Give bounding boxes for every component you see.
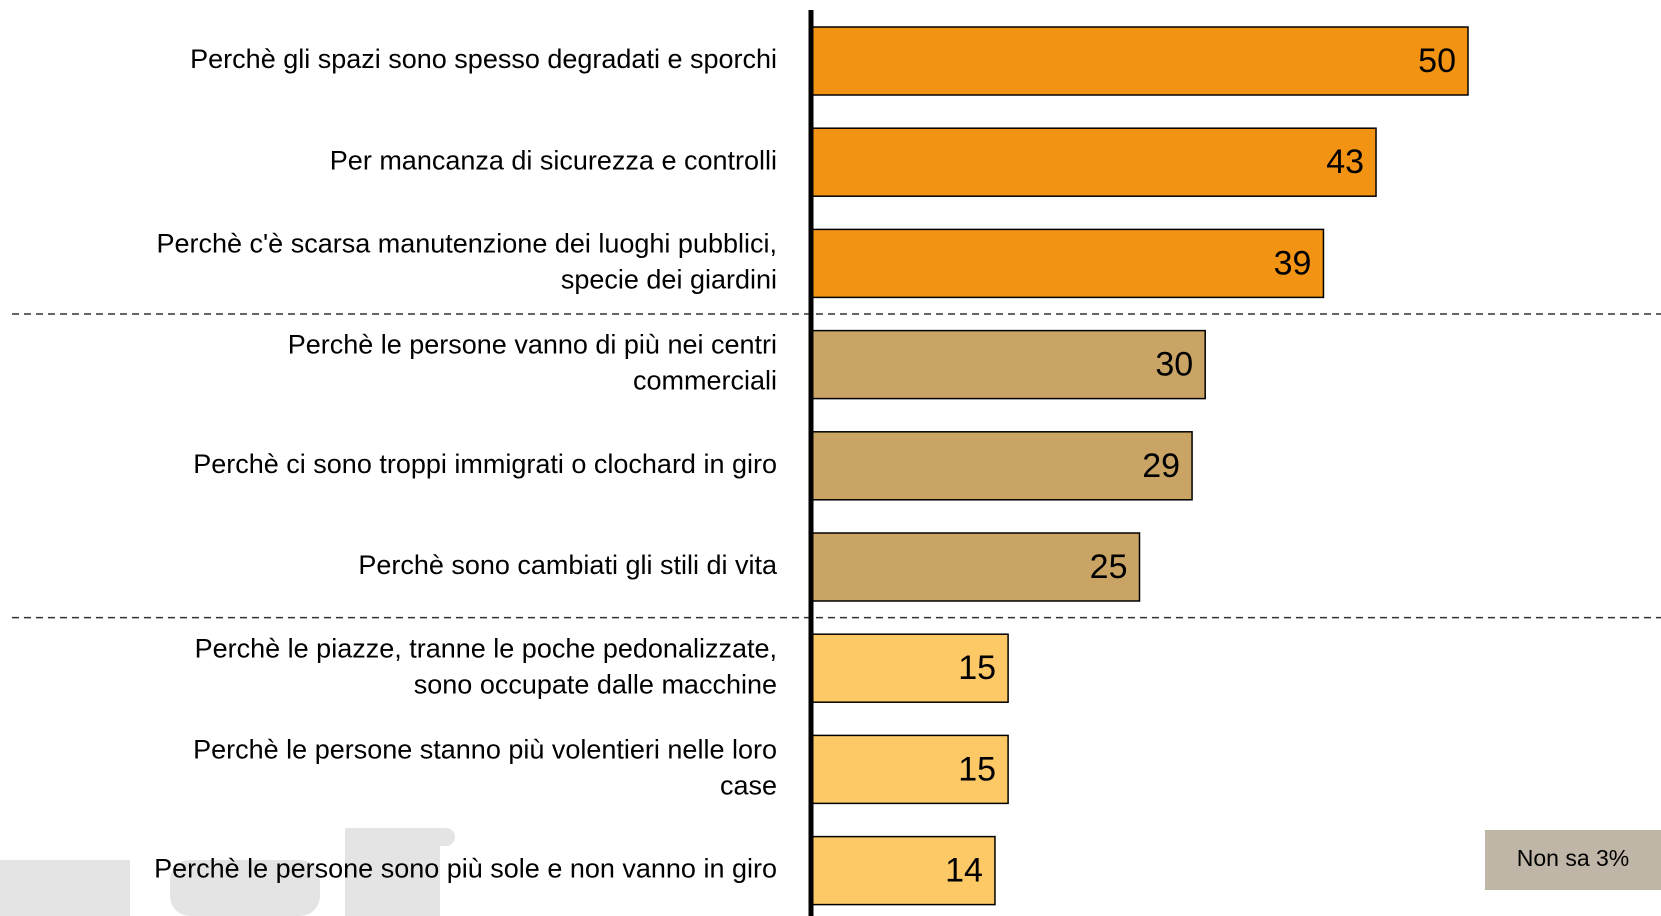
category-label: sono occupate dalle macchine: [414, 669, 777, 699]
category-label: case: [720, 771, 777, 801]
value-label: 39: [1274, 244, 1312, 282]
bar: [810, 127, 1377, 197]
watermark-shape: [170, 860, 320, 916]
value-label: 15: [958, 649, 996, 687]
annotation-box: [1485, 830, 1661, 890]
value-label: 50: [1418, 42, 1456, 80]
bar: [810, 431, 1193, 501]
bar: [810, 532, 1141, 602]
watermark-shape: [345, 828, 455, 846]
bar: [810, 26, 1469, 96]
bar: [810, 835, 996, 906]
category-label: Perchè gli spazi sono spesso degradati e…: [190, 44, 777, 74]
bar: [810, 329, 1206, 400]
value-label: 25: [1090, 548, 1128, 586]
category-label: Per mancanza di sicurezza e controlli: [330, 145, 777, 175]
category-label: commerciali: [633, 366, 777, 396]
value-label: 14: [945, 852, 983, 890]
category-label: Perchè le piazze, tranne le poche pedona…: [195, 633, 777, 663]
value-label: 30: [1155, 346, 1193, 384]
watermark-shape: [0, 860, 130, 916]
value-label: 43: [1326, 143, 1364, 181]
value-label: 15: [958, 750, 996, 788]
category-label: specie dei giardini: [561, 265, 777, 295]
bar: [810, 734, 1009, 805]
category-label: Perchè sono cambiati gli stili di vita: [358, 550, 778, 580]
category-label: Perchè le persone sono più sole e non va…: [154, 854, 777, 884]
watermark: [0, 828, 455, 916]
annotation: Non sa 3%: [1517, 845, 1630, 871]
category-label: Perchè ci sono troppi immigrati o clocha…: [193, 449, 777, 479]
category-label: Perchè le persone vanno di più nei centr…: [288, 330, 777, 360]
category-label: Perchè c'è scarsa manutenzione dei luogh…: [156, 229, 777, 259]
value-label: 29: [1142, 447, 1180, 485]
bar: [810, 228, 1325, 299]
category-label: Perchè le persone stanno più volentieri …: [193, 735, 777, 765]
